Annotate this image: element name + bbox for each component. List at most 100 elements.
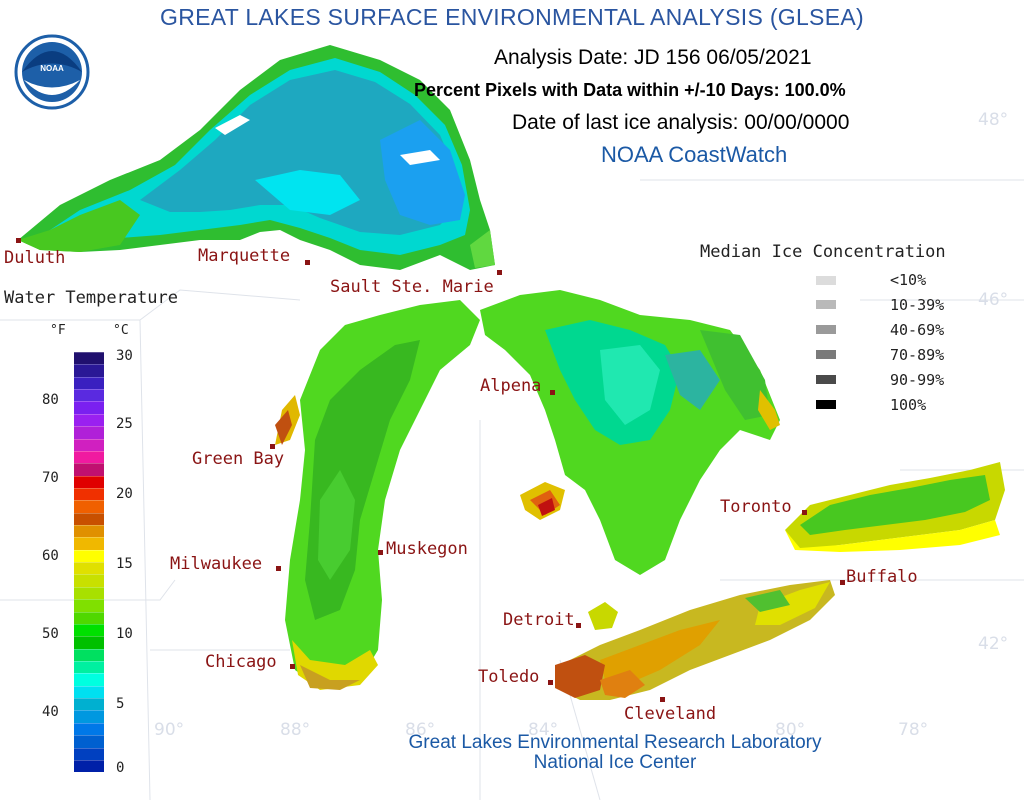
- c-tick-5: 5: [116, 696, 125, 712]
- city-marker-sault-ste-marie: [497, 270, 502, 275]
- city-label-cleveland: Cleveland: [624, 704, 717, 724]
- map-boundaries: [0, 179, 1024, 800]
- color-bar-segment: [74, 389, 104, 402]
- color-bar-segment: [74, 549, 104, 563]
- color-bar-segment: [74, 698, 104, 711]
- color-bar-segment: [74, 735, 104, 748]
- map-title: GREAT LAKES SURFACE ENVIRONMENTAL ANALYS…: [160, 4, 864, 30]
- coastwatch-label: NOAA CoastWatch: [601, 142, 788, 167]
- c-tick-15: 15: [116, 556, 133, 572]
- city-label-chicago: Chicago: [205, 652, 277, 672]
- ice-label-100: 100%: [890, 396, 927, 414]
- credit-nic: National Ice Center: [533, 752, 697, 773]
- f-tick-80: 80: [42, 392, 59, 408]
- color-bar-segment: [74, 352, 104, 365]
- city-label-alpena: Alpena: [480, 376, 542, 396]
- ice-label-40-69: 40-69%: [890, 321, 945, 339]
- color-bar-segment: [74, 574, 104, 587]
- analysis-date: Analysis Date: JD 156 06/05/2021: [494, 46, 812, 69]
- ice-label-90-99: 90-99%: [890, 371, 945, 389]
- city-label-detroit: Detroit: [503, 610, 575, 630]
- color-bar-segment: [74, 500, 104, 513]
- color-bar-segment: [74, 673, 104, 686]
- unit-celsius: °C: [113, 323, 129, 338]
- city-marker-buffalo: [840, 580, 845, 585]
- water-temp-color-bar: [74, 352, 104, 773]
- color-bar-segment: [74, 648, 104, 661]
- color-bar-segment: [74, 475, 104, 488]
- city-marker-toronto: [802, 510, 807, 515]
- color-bar-segment: [74, 537, 104, 550]
- city-marker-chicago: [290, 664, 295, 669]
- color-bar-segment: [74, 450, 104, 464]
- city-label-toronto: Toronto: [720, 497, 792, 517]
- city-marker-cleveland: [660, 697, 665, 702]
- f-tick-50: 50: [42, 626, 59, 642]
- color-bar-segment: [74, 722, 104, 736]
- noaa-logo-text: NOAA: [40, 64, 64, 73]
- color-bar-segment: [74, 512, 104, 526]
- f-tick-70: 70: [42, 470, 59, 486]
- color-bar-segment: [74, 599, 104, 612]
- c-tick-30: 30: [116, 348, 133, 364]
- c-tick-25: 25: [116, 416, 133, 432]
- ice-swatch-70-89: [816, 350, 836, 359]
- color-bar-segment: [74, 747, 104, 760]
- city-label-green-bay: Green Bay: [192, 449, 285, 469]
- color-bar-segment: [74, 710, 104, 723]
- city-marker-marquette: [305, 260, 310, 265]
- ice-legend-title: Median Ice Concentration: [700, 242, 946, 262]
- city-label-buffalo: Buffalo: [846, 567, 918, 587]
- city-marker-milwaukee: [276, 566, 281, 571]
- city-label-milwaukee: Milwaukee: [170, 554, 263, 574]
- grid-label-88: 88°: [280, 720, 311, 740]
- color-bar-segment: [74, 586, 104, 600]
- ice-label-70-89: 70-89%: [890, 346, 945, 364]
- lake-ontario: [785, 462, 1005, 552]
- grid-label-86: 86°: [405, 720, 436, 740]
- city-label-muskegon: Muskegon: [386, 539, 468, 559]
- city-label-sault-ste-marie: Sault Ste. Marie: [330, 277, 494, 297]
- color-bar-segment: [74, 562, 104, 575]
- city-label-toledo: Toledo: [478, 667, 540, 687]
- lake-erie: [555, 580, 835, 700]
- lake-huron: [480, 290, 780, 575]
- color-bar-segment: [74, 636, 104, 649]
- city-label-duluth: Duluth: [4, 248, 66, 268]
- lake-superior: [18, 45, 495, 270]
- ice-swatch-90-99: [816, 375, 836, 384]
- ice-swatch-40-69: [816, 325, 836, 334]
- f-tick-40: 40: [42, 704, 59, 720]
- ice-swatch-100: [816, 400, 836, 409]
- unit-fahrenheit: °F: [50, 323, 66, 338]
- color-bar-segment: [74, 611, 104, 624]
- grid-label-80: 80°: [775, 720, 806, 740]
- color-bar-segment: [74, 685, 104, 699]
- credit-glerl: Great Lakes Environmental Research Labor…: [408, 732, 822, 753]
- color-bar-segment: [74, 401, 104, 414]
- c-tick-10: 10: [116, 626, 133, 642]
- grid-label-78: 78°: [898, 720, 929, 740]
- ice-label-lt10: <10%: [890, 271, 927, 289]
- grid-label-90: 90°: [154, 720, 185, 740]
- color-bar-segment: [74, 487, 104, 501]
- city-marker-toledo: [548, 680, 553, 685]
- water-temp-legend-title: Water Temperature: [4, 288, 178, 308]
- last-ice-date: Date of last ice analysis: 00/00/0000: [512, 111, 850, 134]
- color-bar-segment: [74, 525, 104, 538]
- city-marker-detroit: [576, 623, 581, 628]
- color-bar-segment: [74, 438, 104, 451]
- grid-label-42: 42°: [978, 634, 1009, 654]
- color-bar-segment: [74, 759, 104, 773]
- percent-pixels: Percent Pixels with Data within +/-10 Da…: [414, 80, 846, 100]
- city-marker-duluth: [16, 238, 21, 243]
- city-marker-muskegon: [378, 550, 383, 555]
- color-bar-segment: [74, 376, 104, 390]
- color-bar-segment: [74, 364, 104, 377]
- grid-label-46: 46°: [978, 290, 1009, 310]
- color-bar-segment: [74, 463, 104, 476]
- ice-swatch-10-39: [816, 300, 836, 309]
- lake-michigan: [275, 300, 480, 690]
- grid-label-48: 48°: [978, 110, 1009, 130]
